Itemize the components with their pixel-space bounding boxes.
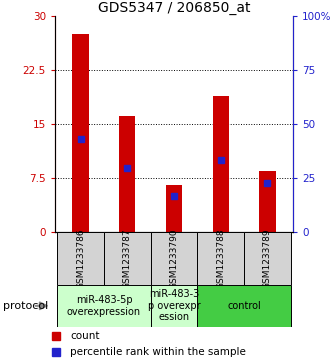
Text: miR-483-5p
overexpression: miR-483-5p overexpression [67, 295, 141, 317]
Bar [57, 232, 104, 285]
Bar [151, 285, 197, 327]
Bar [244, 232, 291, 285]
Bar [197, 285, 291, 327]
Bar [197, 232, 244, 285]
Bar [212, 95, 229, 232]
Bar [104, 232, 151, 285]
Bar [151, 232, 197, 285]
Text: GSM1233789: GSM1233789 [263, 228, 272, 289]
Bar [119, 116, 136, 232]
Bar [166, 185, 182, 232]
Text: control: control [227, 301, 261, 311]
Text: GSM1233786: GSM1233786 [76, 228, 85, 289]
Title: GDS5347 / 206850_at: GDS5347 / 206850_at [98, 1, 250, 15]
Text: percentile rank within the sample: percentile rank within the sample [70, 347, 246, 357]
Text: GSM1233787: GSM1233787 [123, 228, 132, 289]
Text: GSM1233790: GSM1233790 [169, 228, 178, 289]
Bar [73, 34, 89, 232]
Text: protocol: protocol [3, 301, 49, 311]
Text: count: count [70, 331, 100, 341]
Bar [57, 285, 151, 327]
Text: GSM1233788: GSM1233788 [216, 228, 225, 289]
Text: miR-483-3
p overexpr
ession: miR-483-3 p overexpr ession [148, 289, 200, 322]
Bar [259, 171, 275, 232]
